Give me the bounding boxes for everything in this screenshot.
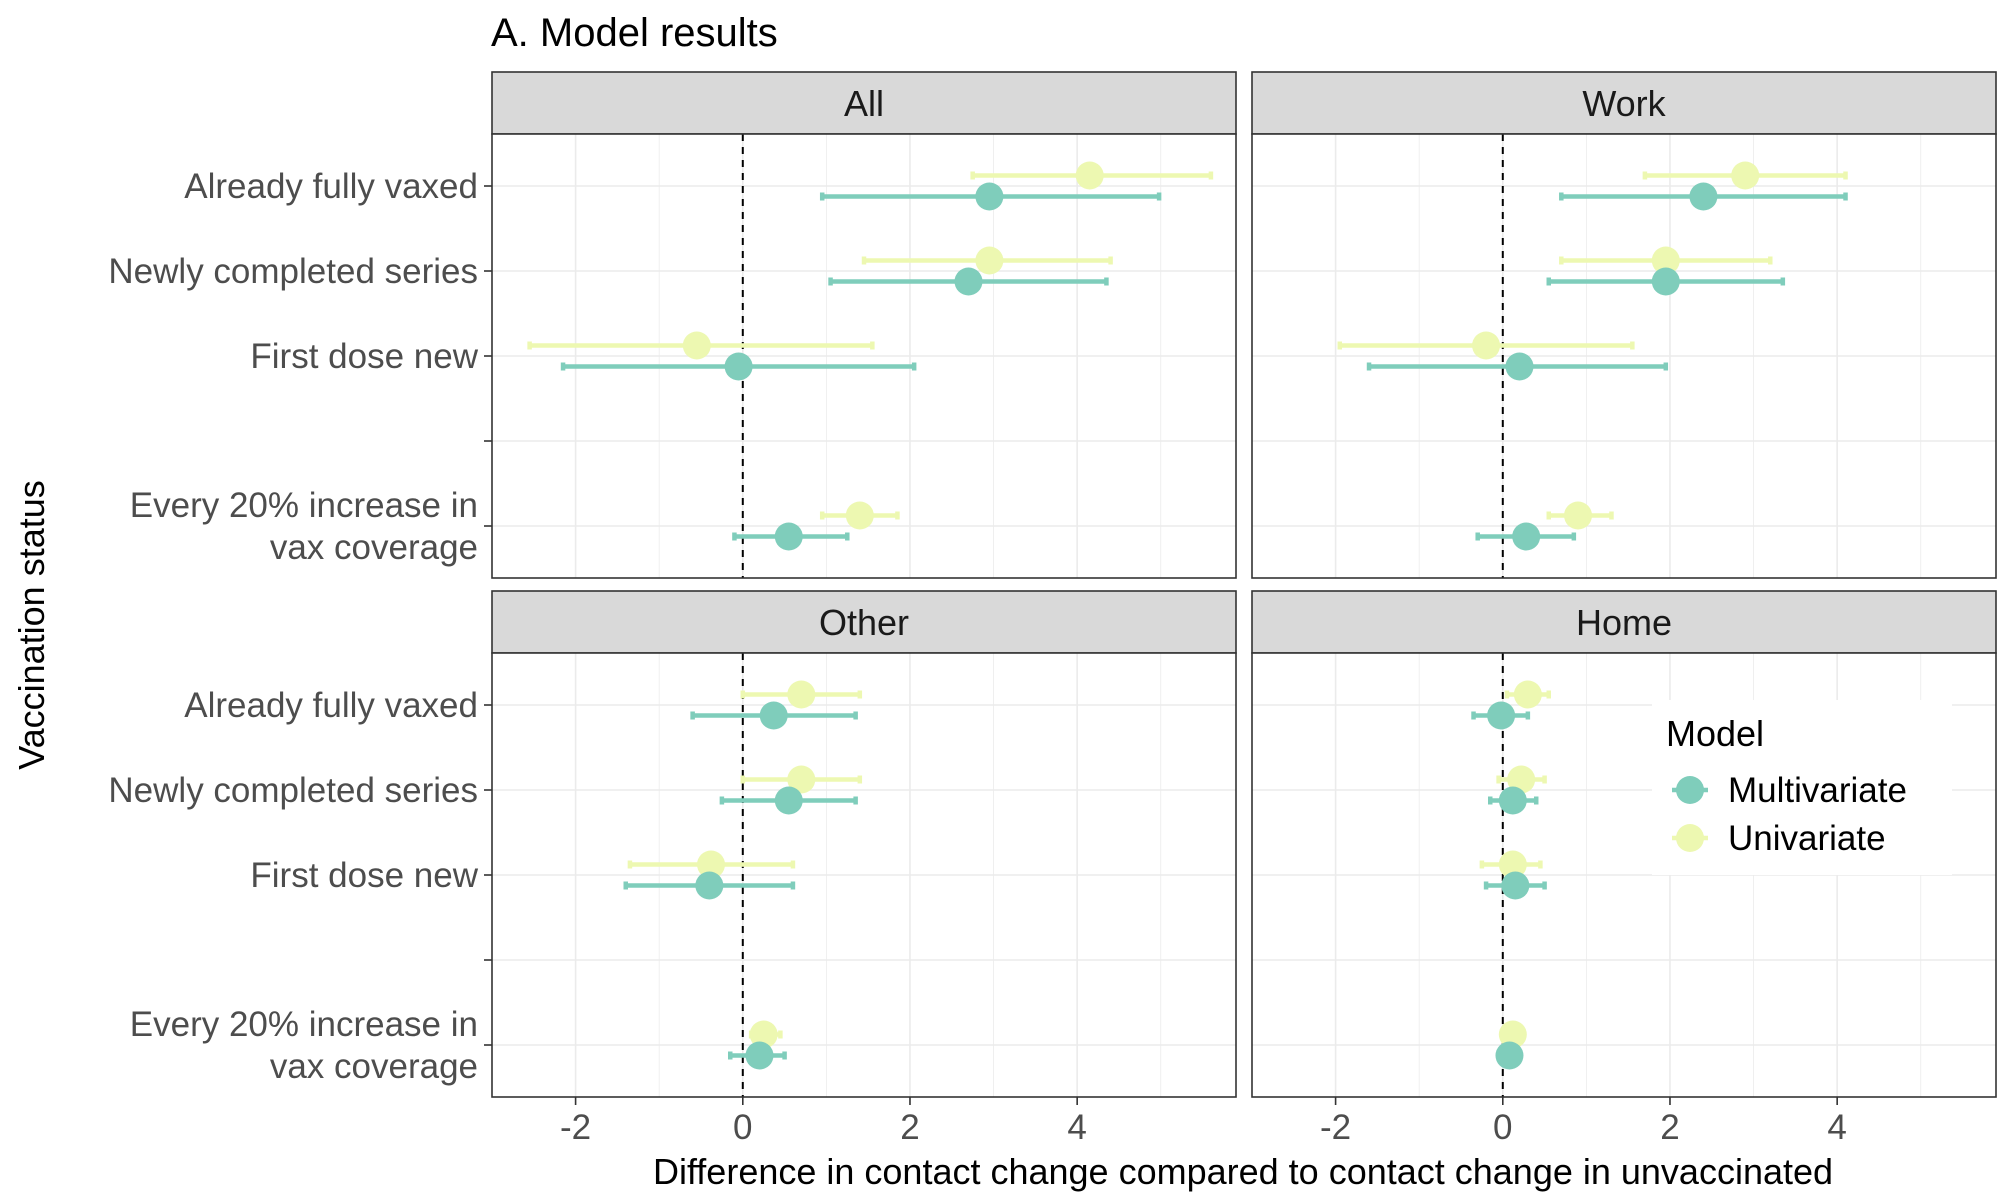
y-tick-label: First dose new [250, 337, 478, 376]
legend-label: Univariate [1728, 819, 1886, 858]
panel-all: All Already fully vaxed Newly completed se… [108, 71, 1237, 579]
strip-label: Work [1582, 83, 1666, 124]
series-univariate [527, 161, 1214, 530]
estimate-point [1651, 267, 1680, 296]
estimate-point [1495, 1041, 1524, 1070]
estimate-point [975, 182, 1004, 211]
estimate-point [787, 765, 816, 794]
series-univariate [1479, 680, 1552, 1049]
y-tick-label-line: vax coverage [270, 1047, 478, 1086]
y-tick-label-line: Newly completed series [108, 771, 478, 810]
panel-work: Work [1251, 71, 1997, 579]
y-tick-label-line: Already fully vaxed [184, 167, 478, 206]
estimate-point [1498, 786, 1527, 815]
x-tick-label: 4 [1827, 1108, 1846, 1147]
legend-entries: Multivariate Univariate [1672, 771, 1907, 858]
panel-border [1251, 133, 1997, 579]
x-tick-label: -2 [1320, 1108, 1351, 1147]
series-univariate [1337, 161, 1848, 530]
estimate-point [1513, 680, 1542, 709]
estimate-point [954, 267, 983, 296]
strip-label: Other [819, 602, 909, 643]
y-tick-label-line: Every 20% increase in [130, 1005, 478, 1044]
estimate-point [774, 786, 803, 815]
estimate-point [1498, 1020, 1527, 1049]
y-tick-label: Newly completed series [108, 771, 478, 810]
legend: Model Multivariate Univariate [1652, 700, 1952, 875]
estimate-point [1075, 161, 1104, 190]
strip-label: Home [1576, 602, 1672, 643]
estimate-point [1472, 331, 1501, 360]
series-univariate [627, 680, 863, 1049]
y-tick-label-line: vax coverage [270, 528, 478, 567]
x-tick-label: 0 [1493, 1108, 1512, 1147]
estimate-point [745, 1041, 774, 1070]
x-tick-label: 2 [1660, 1108, 1679, 1147]
estimate-point [695, 871, 724, 900]
estimate-point [1498, 850, 1527, 879]
chart-title: A. Model results [491, 11, 778, 55]
estimate-point [724, 352, 753, 381]
series-multivariate [560, 182, 1162, 551]
y-tick-label: Already fully vaxed [184, 167, 478, 206]
x-tick-label: 2 [900, 1108, 919, 1147]
y-tick-label-line: First dose new [250, 856, 478, 895]
y-tick-label: First dose new [250, 856, 478, 895]
x-tick-label: 4 [1067, 1108, 1086, 1147]
y-tick-label: Every 20% increase in vax coverage [130, 486, 478, 567]
estimate-point [1487, 701, 1516, 730]
y-tick-label-line: Every 20% increase in [130, 486, 478, 525]
estimate-point [1689, 182, 1718, 211]
y-tick-label: Newly completed series [108, 252, 478, 291]
y-tick-label: Already fully vaxed [184, 686, 478, 725]
strip-background [1251, 71, 1997, 135]
series-multivariate [1366, 182, 1848, 551]
y-tick-label-line: Newly completed series [108, 252, 478, 291]
legend-entry-multivariate: Multivariate [1672, 771, 1907, 810]
panel-border [1251, 652, 1997, 1098]
estimate-point [1651, 246, 1680, 275]
y-tick-label: Every 20% increase in vax coverage [130, 1005, 478, 1086]
y-axis-title: Vaccination status [11, 480, 52, 770]
legend-label: Multivariate [1728, 771, 1907, 810]
estimate-point [1505, 352, 1534, 381]
strip-background [1251, 590, 1997, 654]
estimate-point [774, 522, 803, 551]
y-tick-label-line: First dose new [250, 337, 478, 376]
estimate-point [1507, 765, 1536, 794]
legend-entry-univariate: Univariate [1672, 819, 1886, 858]
x-axis: -2 0 2 4 [560, 1097, 1087, 1147]
estimate-point [1564, 501, 1593, 530]
series-multivariate [623, 701, 858, 1070]
strip-label: All [844, 83, 884, 124]
estimate-point [759, 701, 788, 730]
x-axis: -2 0 2 4 [1320, 1097, 1847, 1147]
estimate-point [697, 850, 726, 879]
y-tick-label-line: Already fully vaxed [184, 686, 478, 725]
legend-title: Model [1666, 713, 1764, 754]
estimate-point [749, 1020, 778, 1049]
x-axis-title: Difference in contact change compared to… [653, 1151, 1833, 1192]
estimate-point [1512, 522, 1541, 551]
estimate-point [682, 331, 711, 360]
estimate-point [787, 680, 816, 709]
series-multivariate [1471, 701, 1547, 1070]
estimate-point [845, 501, 874, 530]
y-axis: Already fully vaxed Newly completed serie… [108, 686, 492, 1086]
strip-background [491, 71, 1237, 135]
panel-other: Other Already fully vaxed Newly completed … [108, 590, 1237, 1147]
estimate-point [1501, 871, 1530, 900]
x-tick-label: 0 [733, 1108, 752, 1147]
legend-key-point [1676, 776, 1704, 804]
facet-panels: All Already fully vaxed Newly completed se… [108, 71, 1997, 1147]
x-tick-label: -2 [560, 1108, 591, 1147]
y-axis: Already fully vaxed Newly completed serie… [108, 167, 492, 567]
estimate-point [1731, 161, 1760, 190]
strip-background [491, 590, 1237, 654]
estimate-point [975, 246, 1004, 275]
legend-key-point [1676, 824, 1704, 852]
